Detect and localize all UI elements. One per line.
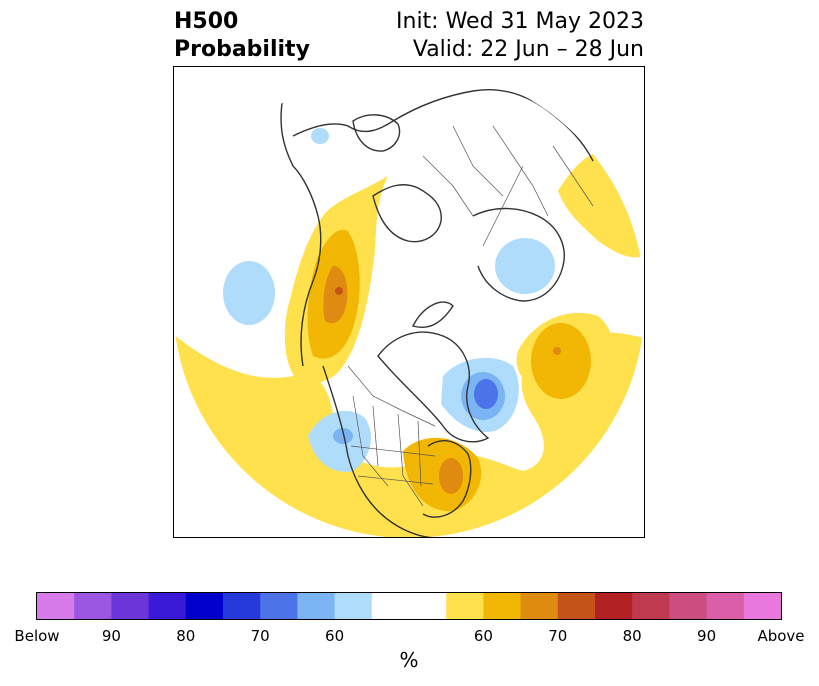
colorbar-segment [446,593,484,619]
map-dates: Init: Wed 31 May 2023 Valid: 22 Jun – 28… [396,8,644,64]
colorbar-segment [632,593,670,619]
colorbar-tick-label: 60 [325,627,345,645]
below-70-rockies [333,428,353,444]
title-product: Probability [174,37,310,62]
colorbar-segment [669,593,708,619]
below-region-pacific [223,261,275,325]
colorbar-segment [557,593,596,619]
colorbar-segment [706,593,745,619]
colorbar-tick-label: Below [14,627,60,645]
colorbar-segment [185,593,224,619]
valid-range: Valid: 22 Jun – 28 Jun [412,37,644,62]
map-title: H500 Probability [174,8,310,64]
below-region-arctic [311,128,329,144]
above-90-west [335,287,343,295]
colorbar-tick-label: 90 [697,627,717,645]
colorbar-tick-label: 80 [176,627,196,645]
colorbar [36,592,782,620]
colorbar-segment [371,593,410,619]
above-70-atlantic [531,323,591,399]
colorbar-tick-label: 80 [622,627,642,645]
coastlines [280,66,645,538]
colorbar-segment [520,593,559,619]
init-date: Init: Wed 31 May 2023 [396,9,644,34]
above-80-atlantic [553,347,561,355]
colorbar-segment [37,593,75,619]
colorbar-segment [223,593,261,619]
colorbar-frame [36,592,782,620]
colorbar-segment [334,593,373,619]
colorbar-segment [297,593,336,619]
above-80-east-us [439,458,463,494]
colorbar-tick-label: Above [757,627,805,645]
political-borders [347,125,594,507]
title-variable: H500 [174,9,239,34]
below-80-greenland [474,379,498,409]
above-80-west [323,266,348,324]
colorbar-segment [260,593,298,619]
colorbar-segment [743,593,782,619]
map-frame [173,66,645,538]
colorbar-tick-label: 90 [101,627,121,645]
colorbar-segment [595,593,633,619]
colorbar-unit: % [399,648,419,672]
colorbar-segment [148,593,187,619]
colorbar-tick-label: 70 [250,627,270,645]
colorbar-segment [409,593,447,619]
colorbar-tick-label: 70 [548,627,568,645]
below-region-siberia [495,238,555,294]
colorbar-segment [483,593,522,619]
colorbar-tick-label: 60 [473,627,493,645]
colorbar-segment [111,593,150,619]
probability-map [173,66,645,538]
colorbar-segment [74,593,112,619]
